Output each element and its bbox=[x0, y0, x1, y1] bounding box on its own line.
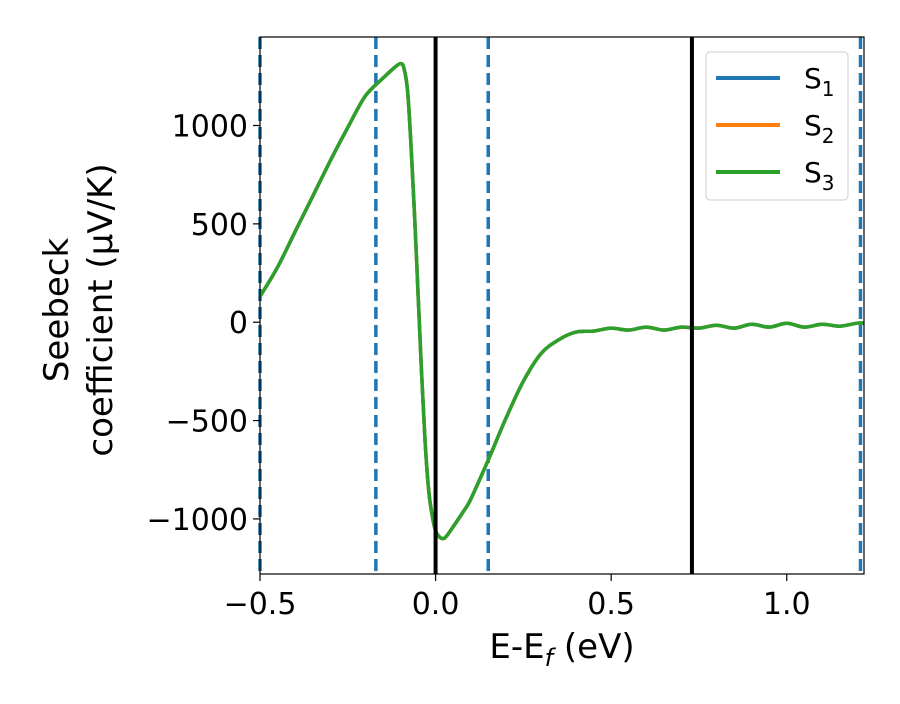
x-tick-label: 0.0 bbox=[412, 587, 460, 622]
x-axis-title: E-Ef (eV) bbox=[489, 627, 634, 672]
y-axis-title-line2: coefficient (μV/K) bbox=[81, 163, 121, 456]
series-lines bbox=[258, 61, 865, 541]
y-axis-title: Seebeck coefficient (μV/K) bbox=[37, 163, 121, 456]
x-axis-ticks: −0.5 0.0 0.5 1.0 bbox=[224, 574, 811, 622]
y-axis-ticks: −1000 −500 0 500 1000 bbox=[147, 110, 260, 538]
legend-label-s1: S1 bbox=[804, 62, 835, 101]
y-tick-label: −500 bbox=[166, 405, 248, 440]
series-line-s3 bbox=[258, 61, 865, 541]
plot-frame bbox=[259, 36, 865, 575]
y-tick-label: 500 bbox=[191, 208, 248, 243]
legend-label-s2: S2 bbox=[804, 109, 835, 148]
x-tick-label: 1.0 bbox=[763, 587, 811, 622]
solid-vlines-top bbox=[433, 37, 694, 574]
x-axis-title-main: E-E bbox=[489, 627, 544, 667]
legend-label-s3: S3 bbox=[804, 156, 835, 195]
y-tick-label: 0 bbox=[229, 306, 248, 341]
y-axis-title-line1: Seebeck bbox=[37, 238, 77, 383]
legend: S1 S2 S3 bbox=[705, 51, 849, 201]
y-tick-label: 1000 bbox=[172, 110, 248, 145]
y-tick-label: −1000 bbox=[147, 503, 248, 538]
x-tick-label: −0.5 bbox=[224, 587, 297, 622]
x-tick-label: 0.5 bbox=[587, 587, 635, 622]
x-axis-title-unit: (eV) bbox=[553, 627, 635, 667]
